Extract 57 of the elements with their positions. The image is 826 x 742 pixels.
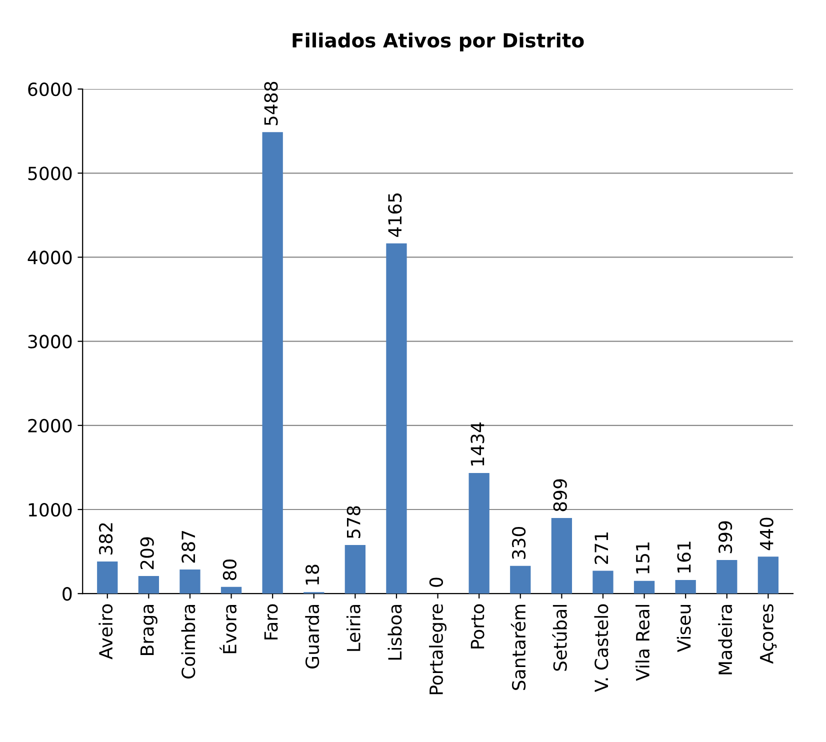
data-label: 578: [346, 506, 360, 538]
y-tick-label: 1000: [28, 502, 72, 517]
x-tick-label: Porto: [470, 604, 484, 648]
data-label: 1434: [470, 422, 484, 466]
x-tick-label: Lisboa: [388, 604, 402, 660]
data-label: 161: [677, 542, 691, 573]
x-tick-label: Guarda: [305, 604, 320, 668]
data-label: 440: [760, 518, 774, 550]
bar: [675, 580, 696, 594]
bar: [510, 566, 531, 594]
y-tick-label: 5000: [28, 166, 72, 180]
data-label: 0: [429, 578, 444, 587]
x-tick-label: Aveiro: [98, 604, 113, 660]
bar: [634, 580, 655, 594]
bar: [180, 569, 200, 594]
y-tick-label: 2000: [28, 418, 72, 433]
bar: [592, 570, 614, 594]
y-tick-label: 0: [62, 587, 72, 601]
bar: [220, 586, 242, 594]
data-label: 382: [98, 523, 113, 555]
x-tick-label: Portalegre: [429, 604, 447, 694]
bar: [344, 544, 366, 594]
x-tick-label: Coimbra: [181, 604, 196, 679]
x-tick-label: Santarém: [510, 604, 526, 690]
data-label: 151: [636, 542, 650, 574]
bar: [97, 561, 118, 594]
bar: [758, 556, 779, 594]
x-tick-label: Viseu: [676, 604, 691, 652]
x-tick-label: Évora: [220, 604, 237, 654]
data-label: 899: [553, 479, 567, 512]
bar: [468, 473, 490, 594]
y-tick-label: 6000: [28, 82, 72, 96]
data-label: 5488: [264, 82, 278, 126]
x-tick-label: V. Castelo: [594, 604, 608, 692]
bar: [138, 576, 160, 594]
data-label: 330: [512, 527, 526, 559]
x-tick-label: Leiria: [346, 604, 360, 651]
bar: [386, 243, 407, 594]
x-tick-label: Faro: [264, 604, 278, 640]
data-label: 271: [594, 532, 608, 564]
data-label: 4165: [388, 193, 402, 237]
x-tick-label: Braga: [140, 604, 158, 655]
data-label: 80: [222, 560, 237, 580]
y-tick-label: 3000: [28, 334, 72, 348]
x-tick-label: Açores: [760, 604, 777, 664]
bar: [551, 518, 572, 594]
y-tick-label: 4000: [28, 250, 72, 264]
x-tick-label: Madeira: [718, 604, 732, 674]
data-label: 18: [305, 564, 320, 585]
bar: [716, 560, 738, 594]
data-label: 287: [182, 530, 196, 563]
data-label: 399: [718, 521, 732, 554]
chart-title: Filiados Ativos por Distrito: [292, 32, 584, 52]
x-tick-label: Setúbal: [552, 605, 567, 671]
bar: [262, 132, 283, 594]
data-label: 209: [140, 537, 154, 570]
x-tick-label: Vila Real: [636, 605, 650, 681]
